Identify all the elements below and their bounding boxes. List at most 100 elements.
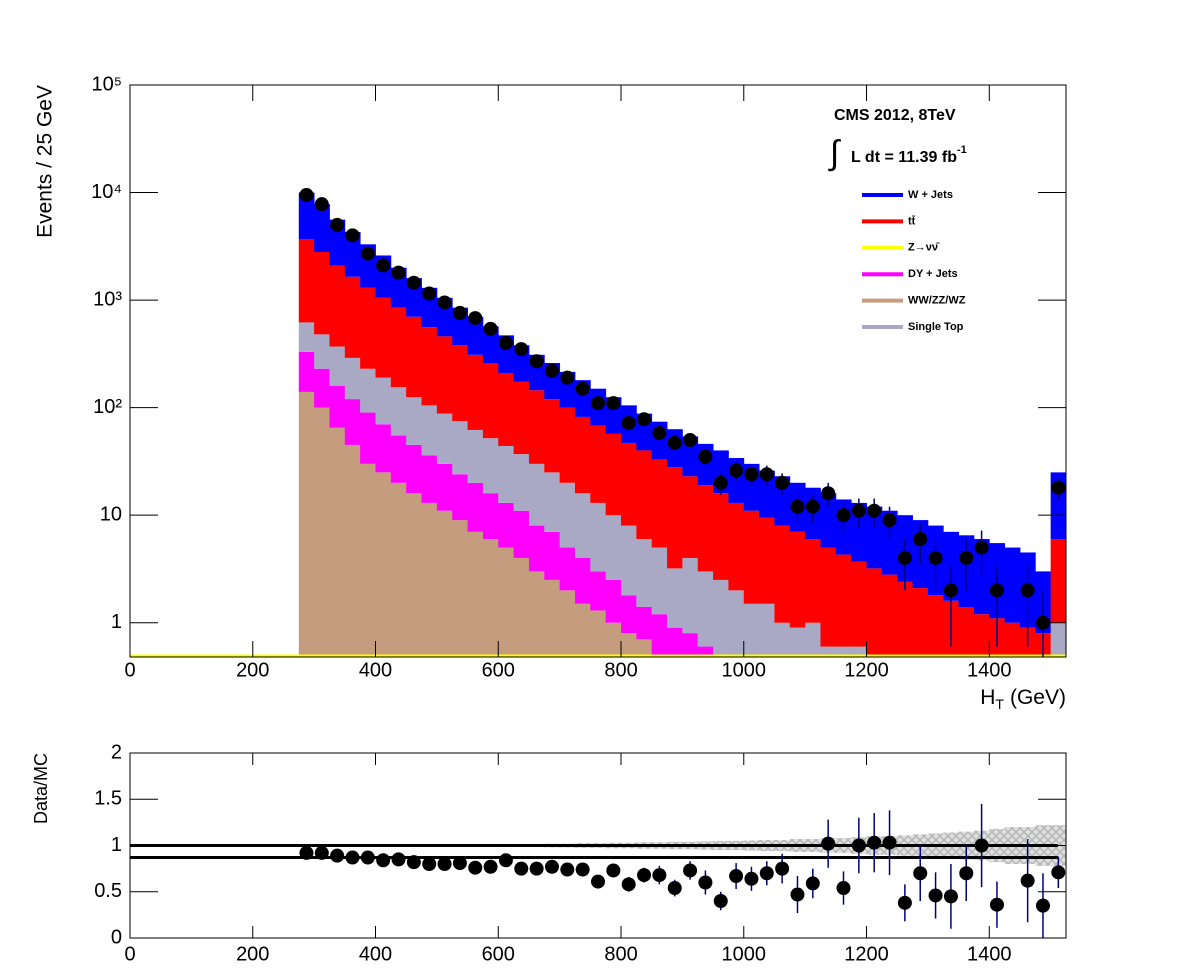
ratio-point	[698, 875, 713, 890]
histogram-bar	[590, 502, 607, 572]
histogram-bar	[866, 568, 883, 656]
histogram-bar	[544, 531, 561, 580]
histogram-bar	[574, 557, 591, 604]
axes: 0020020040040060060080080010001000120012…	[91, 73, 1066, 965]
histogram-bar	[728, 502, 745, 591]
histogram-bar	[436, 413, 453, 464]
x-tick-label: 400	[359, 659, 392, 681]
histogram-bar	[344, 231, 361, 277]
histogram-bar	[820, 493, 837, 548]
ratio-point	[713, 894, 728, 908]
ratio-point	[422, 857, 437, 871]
x-tick-label: 800	[604, 659, 637, 681]
data-point	[713, 475, 728, 490]
ratio-point	[744, 871, 759, 886]
ratio-point	[683, 863, 698, 878]
histogram-bar	[329, 346, 346, 386]
data-point	[959, 550, 974, 565]
data-point	[1035, 615, 1050, 630]
data-point	[943, 583, 958, 598]
histogram-bar	[774, 622, 791, 657]
ratio-x-tick-label: 800	[604, 943, 637, 965]
y-tick-label: 10	[100, 503, 122, 525]
y-tick-label: 10⁵	[91, 73, 122, 95]
ratio-point	[483, 859, 498, 874]
ratio-point	[468, 860, 483, 875]
ratio-point	[959, 866, 974, 881]
histogram-bar	[314, 334, 330, 369]
data-point	[452, 305, 467, 320]
histogram-bar	[314, 407, 330, 657]
histogram-bar	[513, 557, 530, 657]
lumi-text: L dt = 11.39 fb-1	[851, 144, 967, 166]
x-axis-title-main: H	[980, 686, 995, 709]
y-axis-title: Events / 25 GeV	[34, 85, 57, 238]
histogram-bar	[329, 385, 346, 428]
x-tick-label: 0	[124, 659, 135, 681]
histogram-bar	[390, 387, 407, 436]
ratio-point	[1051, 865, 1066, 880]
ratio-point	[851, 838, 866, 853]
histogram-bar	[544, 472, 561, 532]
histogram-bar	[360, 412, 376, 464]
histogram-stack	[130, 192, 1066, 657]
ratio-point	[376, 853, 391, 868]
legend-label: WW/ZZ/WZ	[908, 295, 966, 307]
histogram-bar	[375, 472, 392, 657]
ratio-point	[729, 869, 744, 884]
annotation: CMS 2012, 8TeV	[834, 107, 956, 124]
histogram-bar	[1004, 547, 1021, 623]
x-axis-title-unit: (GeV)	[1010, 686, 1066, 709]
histogram-bar	[544, 579, 561, 657]
ratio-point	[882, 835, 897, 850]
ratio-x-tick-label: 400	[359, 943, 392, 965]
histogram-bar	[851, 502, 867, 562]
data-point	[667, 435, 682, 450]
histogram-bar	[344, 276, 361, 358]
histogram-bar	[528, 390, 545, 464]
histogram-bar	[513, 510, 530, 558]
histogram-bar	[406, 493, 422, 657]
lumi-integral: ∫	[828, 134, 841, 172]
histogram-bar	[835, 554, 852, 647]
histogram-bar	[559, 590, 576, 657]
data-point	[867, 503, 882, 518]
ratio-point	[943, 889, 958, 904]
data-point	[790, 499, 805, 514]
histogram-bar	[820, 646, 837, 657]
histogram-bar	[528, 571, 545, 657]
histogram-bar	[314, 251, 330, 335]
histogram-bar	[851, 646, 867, 657]
ratio-point	[452, 856, 467, 871]
histogram-bar	[590, 610, 607, 657]
histogram-bar	[636, 607, 653, 640]
data-point	[759, 467, 774, 482]
data-point	[360, 246, 375, 261]
data-point	[897, 550, 912, 565]
histogram-bar	[590, 571, 607, 611]
histogram-bar	[973, 614, 990, 656]
histogram-bar	[667, 467, 683, 569]
ratio-point	[913, 866, 928, 881]
data-point	[345, 228, 360, 243]
data-point	[422, 286, 437, 301]
ratio-point	[498, 853, 513, 868]
histogram-bar	[375, 377, 392, 425]
legend-label: DY + Jets	[908, 268, 958, 280]
data-point	[851, 503, 866, 518]
ratio-x-tick-label: 1200	[844, 943, 889, 965]
x-axis-title-sub: T	[995, 696, 1004, 712]
data-point	[882, 513, 897, 528]
ratio-point	[989, 897, 1004, 912]
ratio-point	[974, 838, 989, 853]
data-point	[683, 433, 698, 448]
data-point	[591, 396, 605, 411]
histogram-bar	[682, 436, 699, 477]
histogram-bar	[682, 557, 699, 634]
histogram-bar	[621, 633, 637, 657]
ratio-x-tick-label: 1000	[722, 943, 767, 965]
histogram-bar	[436, 463, 453, 511]
data-point	[652, 426, 667, 441]
histogram-bar	[528, 525, 545, 572]
ratio-point	[529, 861, 544, 876]
